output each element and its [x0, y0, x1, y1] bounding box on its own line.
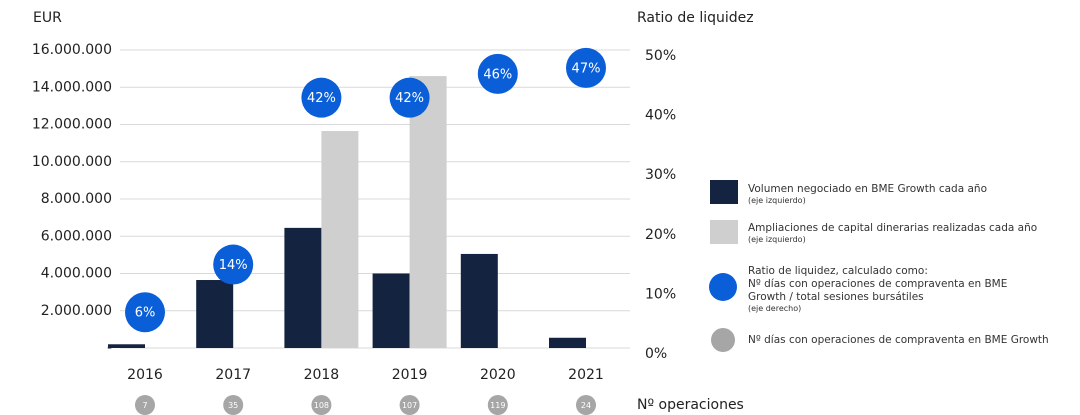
- legend-swatch: [711, 328, 735, 352]
- x-tick-label: 2018: [304, 367, 340, 383]
- x-tick-label: 2019: [392, 367, 428, 383]
- bar: [321, 131, 359, 348]
- count-marker: [576, 395, 596, 415]
- y2-axis-label: Ratio de liquidez: [637, 10, 754, 26]
- y-tick-label: 12.000.000: [32, 117, 112, 133]
- legend-note: (eje izquierdo): [748, 235, 806, 244]
- ratio-label: 46%: [483, 67, 512, 82]
- y2-tick-label: 50%: [645, 48, 676, 64]
- legend-label: Ratio de liquidez, calculado como:: [748, 265, 928, 277]
- legend-label: Ampliaciones de capital dinerarias reali…: [748, 222, 1038, 234]
- y2-tick-label: 10%: [645, 286, 676, 302]
- y2-tick-label: 0%: [645, 346, 667, 362]
- x-tick-label: 2017: [215, 367, 251, 383]
- y-tick-label: 8.000.000: [41, 191, 112, 207]
- count-label: 108: [314, 401, 329, 410]
- legend-entry: Ampliaciones de capital dinerarias reali…: [748, 222, 1068, 245]
- ratio-label: 6%: [135, 306, 156, 321]
- count-label: 119: [490, 401, 505, 410]
- count-label: 35: [228, 401, 238, 410]
- legend-entry: Ratio de liquidez, calculado como: Nº día…: [748, 265, 1048, 314]
- y-tick-label: 6.000.000: [41, 228, 112, 244]
- count-marker: [223, 395, 244, 415]
- count-marker: [135, 395, 155, 415]
- y2-tick-label: 30%: [645, 167, 676, 183]
- y-axis-label: EUR: [33, 10, 62, 26]
- ratio-marker: [125, 292, 165, 333]
- x-tick-label: 2020: [480, 367, 516, 383]
- legend-note: (eje derecho): [748, 304, 802, 313]
- bar: [284, 227, 322, 348]
- y-tick-label: 4.000.000: [41, 266, 112, 282]
- legend-label: Nº días con operaciones de compraventa e…: [748, 334, 1049, 346]
- y-tick-label: 2.000.000: [41, 303, 112, 319]
- ratio-label: 42%: [307, 91, 336, 106]
- y2-tick-label: 40%: [645, 108, 676, 124]
- count-label: 24: [581, 401, 591, 410]
- count-label: 7: [142, 401, 147, 410]
- count-label: Nº operaciones: [637, 397, 744, 413]
- ratio-label: 42%: [395, 91, 424, 106]
- legend-note: (eje izquierdo): [748, 196, 806, 205]
- bar: [549, 337, 586, 348]
- ratio-marker: [389, 77, 430, 118]
- x-tick-label: 2021: [568, 367, 604, 383]
- ratio-marker: [213, 244, 254, 285]
- ratio-marker: [477, 53, 518, 94]
- legend-label: Volumen negociado en BME Growth cada año: [748, 183, 987, 195]
- count-marker: [311, 395, 332, 415]
- legend-swatch: [710, 220, 738, 244]
- count-label: 107: [402, 401, 417, 410]
- y2-tick-label: 20%: [645, 227, 676, 243]
- ratio-label: 47%: [572, 61, 601, 76]
- ratio-marker: [566, 47, 606, 88]
- y-tick-label: 10.000.000: [32, 154, 112, 170]
- legend-entry: Nº días con operaciones de compraventa e…: [748, 334, 1068, 347]
- x-tick-label: 2016: [127, 367, 163, 383]
- count-marker: [399, 395, 420, 415]
- legend-entry: Volumen negociado en BME Growth cada año…: [748, 183, 1068, 206]
- bar: [409, 76, 447, 348]
- ratio-marker: [301, 77, 342, 118]
- bar: [108, 344, 145, 348]
- legend-description: Nº días con operaciones de compraventa e…: [748, 278, 1008, 303]
- y-tick-label: 14.000.000: [32, 79, 112, 95]
- legend-swatch: [710, 180, 738, 204]
- bar: [196, 280, 234, 348]
- bar: [460, 253, 498, 348]
- count-marker: [487, 395, 508, 415]
- ratio-label: 14%: [219, 258, 248, 273]
- bar: [372, 273, 410, 348]
- y-tick-label: 16.000.000: [32, 42, 112, 58]
- legend-swatch: [709, 273, 737, 301]
